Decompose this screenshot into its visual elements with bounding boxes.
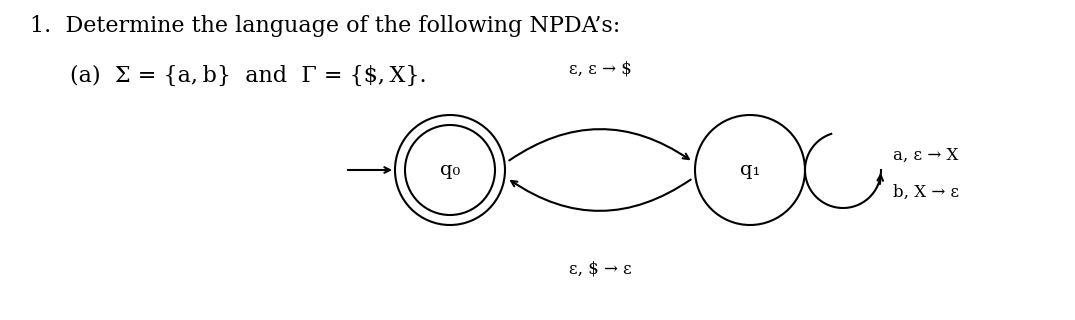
- Text: q₀: q₀: [440, 161, 460, 179]
- Text: 1.  Determine the language of the following NPDA’s:: 1. Determine the language of the followi…: [30, 15, 620, 37]
- Text: ε, ε → $: ε, ε → $: [569, 60, 631, 77]
- Text: a, ε → X: a, ε → X: [893, 147, 959, 164]
- Text: (a)  Σ = {a, b}  and  Γ = {$, X}.: (a) Σ = {a, b} and Γ = {$, X}.: [70, 65, 427, 87]
- Circle shape: [395, 115, 505, 225]
- Text: b, X → ε: b, X → ε: [893, 183, 959, 201]
- Circle shape: [696, 115, 805, 225]
- Text: ε, $ → ε: ε, $ → ε: [569, 260, 631, 277]
- Text: q₁: q₁: [740, 161, 760, 179]
